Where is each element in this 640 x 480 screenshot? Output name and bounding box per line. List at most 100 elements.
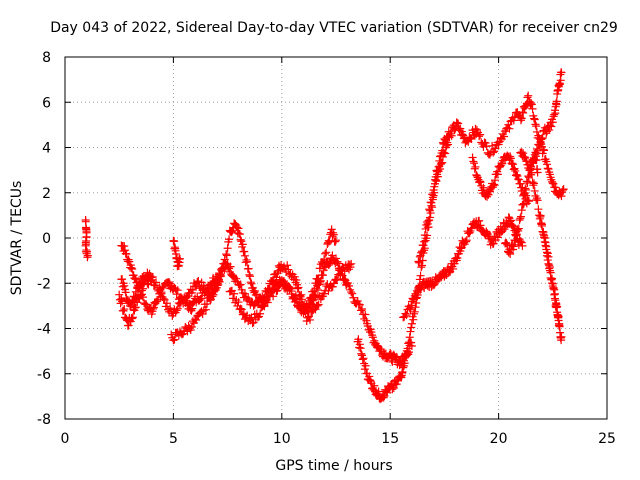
data-point [469, 157, 478, 166]
data-point [468, 153, 477, 162]
data-point [348, 289, 357, 298]
data-point [430, 280, 439, 289]
data-point [358, 355, 367, 364]
y-axis-label: SDTVAR / TECUs [9, 181, 25, 296]
data-point [206, 296, 215, 305]
data-point [356, 344, 365, 353]
y-tick-label: 8 [42, 50, 51, 66]
data-point [218, 264, 227, 273]
data-point [420, 237, 429, 246]
data-point [506, 216, 515, 225]
y-tick-label: 0 [42, 231, 51, 247]
data-point [532, 156, 541, 165]
data-point [182, 293, 191, 302]
data-point [125, 257, 134, 266]
data-point [518, 108, 527, 117]
data-point [475, 132, 484, 141]
data-point [131, 303, 140, 312]
data-point [294, 283, 303, 292]
data-point [175, 299, 184, 308]
data-point [556, 76, 565, 85]
data-point [517, 114, 526, 123]
data-point [245, 270, 254, 279]
data-point [524, 197, 533, 206]
data-point [558, 186, 567, 195]
data-point [349, 293, 358, 302]
data-point [527, 162, 536, 171]
data-point [405, 333, 414, 342]
data-point [159, 294, 168, 303]
data-point [539, 145, 548, 154]
data-point [547, 122, 556, 131]
data-point [434, 162, 443, 171]
data-point [358, 305, 367, 314]
data-point [128, 264, 137, 273]
data-point [445, 266, 454, 275]
data-point [519, 199, 528, 208]
data-point [537, 221, 546, 230]
data-point [346, 263, 355, 272]
data-point [533, 168, 542, 177]
data-point [465, 228, 474, 237]
data-point [522, 101, 531, 110]
data-point [533, 196, 542, 205]
data-point [514, 175, 523, 184]
data-point [120, 281, 129, 290]
data-point [128, 313, 137, 322]
data-point [332, 254, 340, 263]
data-point [511, 231, 520, 240]
data-point [173, 286, 182, 295]
data-point [543, 160, 552, 169]
y-tick-label: -4 [37, 322, 51, 338]
data-point [303, 303, 312, 312]
data-point [149, 303, 158, 312]
data-point [428, 193, 437, 202]
data-point [538, 134, 547, 143]
data-point [555, 321, 564, 330]
data-point [118, 275, 127, 284]
series-trace-j [529, 68, 566, 165]
data-point [502, 218, 511, 227]
data-point [479, 183, 488, 192]
data-point [115, 290, 124, 299]
data-point [438, 146, 447, 155]
data-point [223, 244, 232, 253]
data-point [120, 242, 129, 251]
data-point [188, 304, 197, 313]
data-point [311, 279, 320, 288]
data-point [157, 288, 166, 297]
data-point [557, 192, 566, 201]
data-point [516, 214, 525, 223]
data-point [314, 274, 323, 283]
series-trace-d [167, 276, 223, 345]
data-point [462, 237, 471, 246]
data-point [174, 261, 183, 270]
data-point [514, 224, 523, 233]
data-point [147, 275, 156, 284]
data-point [436, 152, 445, 161]
data-point [198, 310, 207, 319]
data-point [489, 181, 498, 190]
data-point [517, 212, 526, 221]
series-trace-g [399, 213, 527, 322]
data-point [518, 241, 527, 250]
data-point [120, 305, 129, 314]
series-trace-o [117, 268, 156, 311]
data-point [401, 309, 410, 318]
data-point [490, 176, 499, 185]
series-trace-f [353, 335, 416, 404]
data-point [153, 297, 162, 306]
data-point [313, 301, 322, 310]
data-point [407, 323, 416, 332]
data-point [449, 264, 458, 273]
data-point [409, 315, 418, 324]
data-point [424, 216, 433, 225]
data-point [517, 116, 526, 125]
data-point [321, 249, 330, 258]
data-point [470, 159, 479, 168]
data-point [403, 349, 412, 358]
data-point [521, 184, 530, 193]
data-point [476, 221, 485, 230]
data-point [354, 335, 363, 344]
